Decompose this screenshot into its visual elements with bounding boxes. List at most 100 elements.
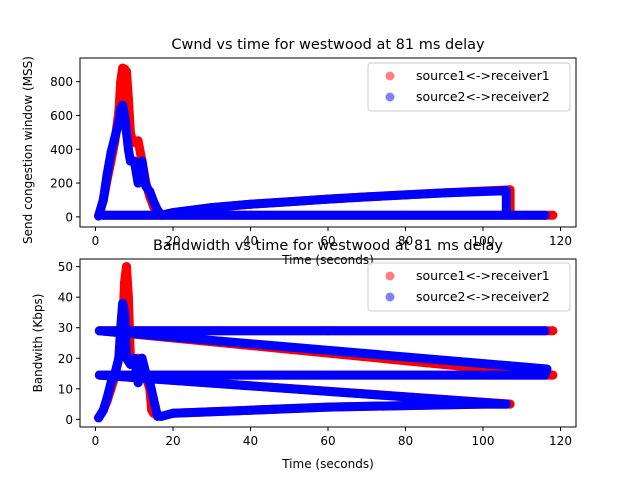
- bandwidth-series-1-point: [120, 277, 130, 287]
- cwnd-legend-box: [367, 62, 571, 112]
- cwnd-series-2-point: [153, 210, 162, 220]
- bandwidth-series-1-point: [123, 292, 133, 302]
- cwnd-series-layer: [94, 63, 558, 221]
- cwnd-x-tick-label: 100: [472, 234, 495, 248]
- cwnd-series-2-point: [246, 199, 255, 209]
- bandwidth-y-tick-label: 20: [58, 352, 73, 366]
- cwnd-series-2-point: [114, 117, 124, 127]
- cwnd-series-2-point: [207, 203, 217, 213]
- bandwidth-x-tick-label: 40: [243, 434, 258, 448]
- cwnd-series-2-point: [122, 127, 131, 137]
- cwnd-legend-marker-source1: [385, 71, 395, 81]
- cwnd-x-tick-label: 60: [320, 234, 335, 248]
- cwnd-series-2-point: [501, 186, 511, 196]
- bandwidth-series-2-point: [116, 323, 126, 333]
- bandwidth-legend-marker-source1: [385, 271, 395, 281]
- cwnd-series-1-point: [123, 94, 133, 104]
- bandwidth-legend-label-source1: source1<->receiver1: [416, 268, 550, 283]
- bandwidth-y-label: Bandwith (Kbps): [31, 294, 45, 393]
- bandwidth-series-2-point: [102, 393, 112, 403]
- bandwidth-subplot: 0 20 40 60 80 100 120 0 10 20 30 40 50 Bandwith (Kb…: [31, 238, 577, 471]
- cwnd-y-ticks: 0 200 400 600 800: [50, 75, 80, 224]
- bandwidth-x-tick-label: 0: [92, 434, 100, 448]
- bandwidth-series-2-point: [540, 326, 550, 336]
- cwnd-series-2-point: [168, 208, 178, 218]
- bandwidth-series-2-point: [145, 378, 155, 388]
- bandwidth-series-2-point: [323, 370, 333, 380]
- cwnd-y-tick-label: 800: [50, 75, 73, 89]
- cwnd-series-2-point: [501, 210, 511, 220]
- cwnd-y-label: Send congestion window (MSS): [21, 56, 35, 244]
- cwnd-series-2-point: [149, 197, 159, 207]
- cwnd-series-2-point: [106, 148, 116, 158]
- bandwidth-series-2-point: [94, 370, 104, 380]
- cwnd-series-1-point: [122, 67, 131, 76]
- cwnd-legend-label-source1: source1<->receiver1: [416, 68, 550, 83]
- cwnd-legend-label-source2: source2<->receiver2: [416, 89, 550, 104]
- cwnd-series-2-point: [137, 156, 147, 166]
- bandwidth-series-2-point: [141, 369, 151, 378]
- cwnd-series-1-point: [116, 77, 126, 87]
- bandwidth-x-tick-label: 60: [320, 434, 335, 448]
- cwnd-series-2-point: [401, 190, 410, 200]
- cwnd-x-tick-label: 20: [165, 234, 180, 248]
- cwnd-x-label: Time (seconds): [281, 253, 374, 267]
- cwnd-series-2-point: [129, 156, 139, 166]
- bandwidth-series-2-point: [168, 408, 178, 418]
- bandwidth-y-tick-label: 10: [58, 382, 73, 396]
- bandwidth-y-tick-label: 40: [58, 291, 73, 305]
- bandwidth-title: Bandwidth vs time for westwood at 81 ms …: [153, 238, 503, 254]
- cwnd-series-2-point: [120, 111, 130, 120]
- bandwidth-series-2-point: [137, 353, 147, 363]
- cwnd-series-2-point: [439, 188, 449, 198]
- bandwidth-series-2-point: [118, 298, 128, 308]
- cwnd-series-2-point: [133, 178, 143, 188]
- bandwidth-series-2-point: [94, 413, 104, 423]
- cwnd-title: Cwnd vs time for westwood at 81 ms delay: [171, 37, 485, 53]
- bandwidth-series-2-point: [110, 369, 120, 378]
- cwnd-series-2-point: [98, 210, 108, 220]
- cwnd-series-2-point: [323, 210, 333, 220]
- bandwidth-legend-box: [367, 262, 571, 312]
- cwnd-x-ticks: 0 20 40 60 80 100 120: [92, 227, 572, 248]
- bandwidth-series-1-point: [122, 262, 131, 272]
- bandwidth-x-tick-label: 100: [472, 434, 495, 448]
- cwnd-series-2-point: [478, 187, 488, 196]
- cwnd-series-2-point: [540, 210, 550, 220]
- bandwidth-series-2-point: [106, 378, 116, 388]
- bandwidth-legend: source1<->receiver1 source2<->receiver2: [367, 262, 571, 312]
- bandwidth-series-2-point: [98, 405, 108, 415]
- bandwidth-series-2-point: [246, 405, 255, 415]
- bandwidth-x-label: Time (seconds): [281, 457, 374, 471]
- bandwidth-x-tick-label: 20: [165, 434, 180, 448]
- bandwidth-legend-label-source2: source2<->receiver2: [416, 289, 550, 304]
- cwnd-series-2-point: [110, 132, 120, 142]
- bandwidth-series-2-point: [401, 401, 410, 411]
- bandwidth-series-2-point: [156, 411, 166, 421]
- cwnd-series-2-point: [401, 210, 410, 220]
- cwnd-series-2-point: [102, 170, 112, 180]
- cwnd-series-2-point: [98, 195, 108, 205]
- cwnd-x-tick-label: 40: [243, 234, 258, 248]
- bandwidth-series-layer: [94, 262, 558, 423]
- cwnd-series-2-point: [246, 210, 255, 220]
- bandwidth-series-2-point: [94, 326, 104, 336]
- bandwidth-legend-marker-source2: [385, 292, 395, 302]
- bandwidth-series-1-point: [548, 370, 558, 380]
- bandwidth-series-2-point: [120, 308, 130, 317]
- cwnd-series-2-point: [362, 192, 372, 202]
- cwnd-legend: source1<->receiver1 source2<->receiver2: [367, 62, 571, 112]
- cwnd-y-tick-label: 200: [50, 177, 73, 191]
- cwnd-series-1-point: [548, 210, 558, 220]
- cwnd-legend-marker-source2: [385, 92, 395, 102]
- cwnd-series-2-point: [323, 194, 333, 204]
- bandwidth-y-tick-label: 50: [58, 260, 73, 274]
- cwnd-x-tick-label: 120: [549, 234, 572, 248]
- cwnd-x-tick-label: 80: [398, 234, 413, 248]
- cwnd-series-2-point: [123, 144, 133, 154]
- bandwidth-series-2-point: [129, 353, 139, 363]
- cwnd-subplot: Cwnd vs time for westwood at 81 ms delay…: [21, 37, 577, 267]
- cwnd-series-2-point: [284, 197, 294, 207]
- bandwidth-series-2-point: [323, 326, 333, 336]
- bandwidth-series-2-point: [133, 378, 143, 388]
